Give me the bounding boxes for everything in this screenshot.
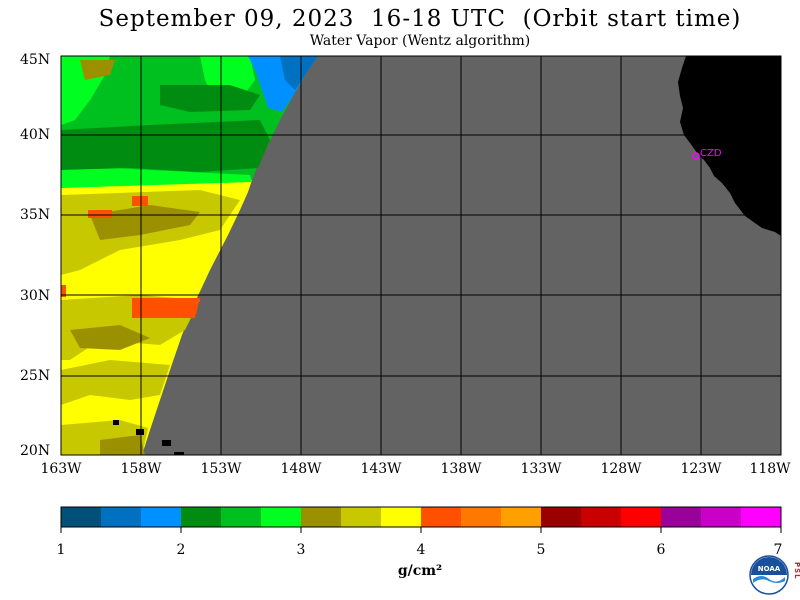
colorbar-tick-label: 5 <box>536 542 546 558</box>
island <box>162 440 171 446</box>
colorbar-tick-label: 2 <box>176 542 186 558</box>
lat-label: 35N <box>20 207 51 223</box>
lon-label: 128W <box>600 461 642 477</box>
land-mask-north-america <box>678 56 781 236</box>
map-title: September 09, 2023 16-18 UTC (Orbit star… <box>98 6 742 32</box>
wv-band-olive-north <box>80 60 115 80</box>
wv-high-spot <box>61 285 66 297</box>
lon-label: 153W <box>200 461 242 477</box>
svg-text:NOAA: NOAA <box>758 565 781 573</box>
lat-label: 45N <box>20 52 51 68</box>
psl-logo-text: PSL <box>792 562 800 583</box>
wv-band-olive <box>61 360 170 405</box>
wv-high-spot <box>132 298 200 318</box>
lat-label: 20N <box>20 443 51 459</box>
colorbar-tick-label: 6 <box>656 542 666 558</box>
lon-label: 118W <box>749 461 791 477</box>
colorbar-tick-label: 4 <box>416 542 426 558</box>
lat-label: 30N <box>20 288 51 304</box>
map-frame <box>60 55 782 456</box>
graticule <box>61 56 781 455</box>
wv-band-darkblue <box>280 56 318 90</box>
wv-high-spot <box>88 210 112 218</box>
island <box>136 429 144 435</box>
lat-label: 25N <box>20 368 51 384</box>
lon-label: 158W <box>120 461 162 477</box>
lon-label: 123W <box>680 461 722 477</box>
lon-label: 148W <box>280 461 322 477</box>
wv-band-brightgreen <box>61 165 252 188</box>
wv-band-darkolive <box>100 435 145 455</box>
island <box>113 420 119 425</box>
map-subtitle: Water Vapor (Wentz algorithm) <box>309 33 531 49</box>
colorbar-units: g/cm² <box>397 563 443 579</box>
lon-label: 133W <box>520 461 562 477</box>
wv-high-spot <box>132 196 148 206</box>
colorbar-tick-label: 3 <box>296 542 306 558</box>
wv-band-darkolive <box>70 325 150 350</box>
station-marker <box>692 152 700 160</box>
wv-band-darkolive <box>90 205 200 240</box>
wv-band-darkgreen <box>61 120 270 172</box>
psl-text: PSL <box>793 562 800 580</box>
island <box>174 452 184 455</box>
noaa-logo-icon: NOAA <box>749 555 789 595</box>
station-label: CZD <box>700 148 722 159</box>
lon-label: 163W <box>40 461 82 477</box>
lon-label: 138W <box>440 461 482 477</box>
colorbar-tick-label: 7 <box>773 542 783 558</box>
colorbar-tick-label: 1 <box>56 542 66 558</box>
lat-label: 40N <box>20 127 51 143</box>
wv-band-darkgreen <box>160 85 260 112</box>
lon-label: 143W <box>360 461 402 477</box>
